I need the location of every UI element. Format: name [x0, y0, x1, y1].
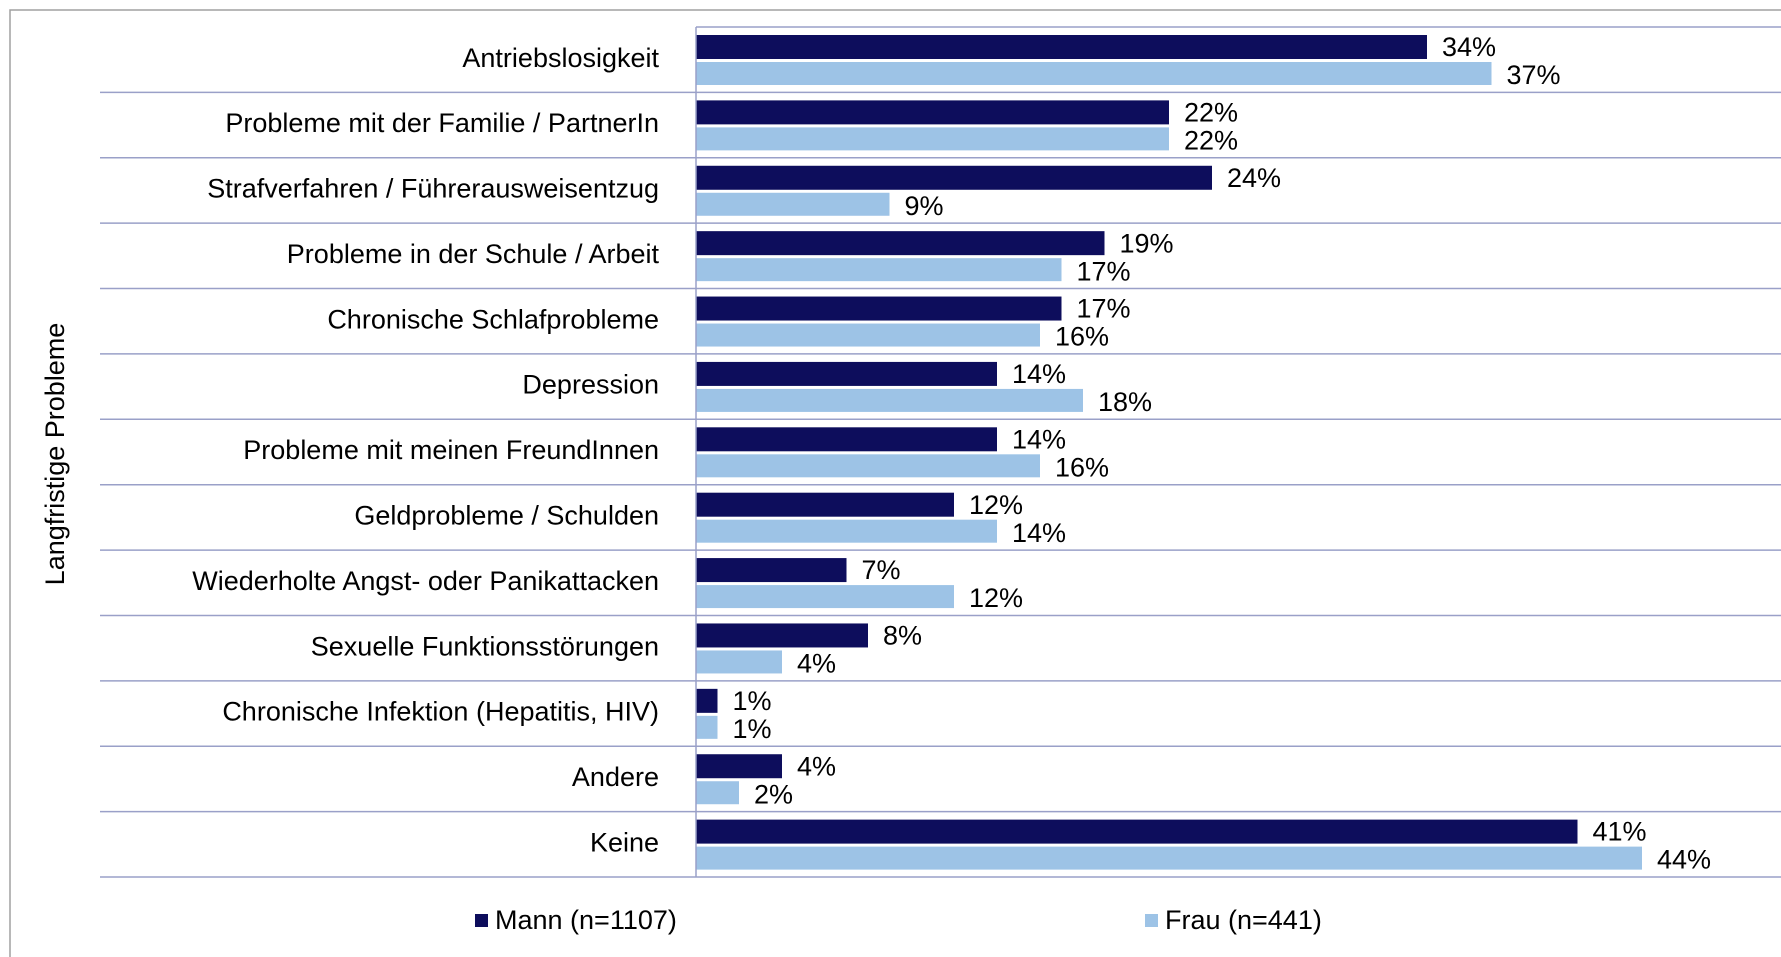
bar	[696, 361, 997, 386]
data-label: 18%	[1098, 387, 1152, 417]
bar	[696, 427, 997, 452]
category-label: Antriebslosigkeit	[462, 43, 659, 73]
bar	[696, 323, 1040, 347]
category-label: Keine	[590, 827, 659, 857]
bar	[696, 819, 1578, 844]
bar	[696, 846, 1642, 870]
chart-border	[9, 9, 1781, 957]
data-label: 17%	[1077, 256, 1131, 286]
bar	[696, 519, 997, 543]
bar	[696, 558, 847, 583]
category-label: Wiederholte Angst- oder Panikattacken	[192, 566, 659, 596]
bar	[696, 492, 954, 517]
category-label: Geldprobleme / Schulden	[354, 501, 659, 531]
bar	[696, 165, 1212, 190]
data-label: 22%	[1184, 126, 1238, 156]
bar	[696, 388, 1083, 412]
bar	[696, 62, 1492, 85]
data-label: 9%	[905, 191, 944, 221]
bar	[696, 296, 1062, 321]
data-label: 37%	[1507, 60, 1561, 90]
data-label: 14%	[1012, 424, 1066, 454]
legend-label: Frau (n=441)	[1165, 905, 1322, 935]
data-label: 34%	[1442, 32, 1496, 62]
bar	[696, 192, 890, 216]
data-label: 16%	[1055, 452, 1109, 482]
category-label: Chronische Infektion (Hepatitis, HIV)	[222, 697, 659, 727]
bar	[696, 127, 1169, 151]
bar	[696, 781, 739, 805]
legend-swatch	[1145, 914, 1158, 927]
bar	[696, 258, 1062, 282]
data-label: 41%	[1593, 817, 1647, 847]
bar	[696, 688, 718, 713]
legend-label: Mann (n=1107)	[495, 905, 677, 935]
data-label: 12%	[969, 583, 1023, 613]
category-label: Probleme mit meinen FreundInnen	[243, 435, 659, 465]
data-label: 24%	[1227, 163, 1281, 193]
category-label: Probleme mit der Familie / PartnerIn	[225, 108, 659, 138]
bar	[696, 715, 718, 739]
data-label: 2%	[754, 779, 793, 809]
bar	[696, 100, 1169, 125]
data-label: 1%	[733, 686, 772, 716]
bar	[696, 623, 868, 648]
bar	[696, 585, 954, 609]
data-label: 17%	[1077, 294, 1131, 324]
data-label: 16%	[1055, 322, 1109, 352]
data-label: 1%	[733, 714, 772, 744]
data-label: 14%	[1012, 518, 1066, 548]
legend-swatch	[475, 914, 488, 927]
y-axis-label: Langfristige Probleme	[40, 323, 70, 586]
category-label: Andere	[572, 762, 659, 792]
category-label: Depression	[522, 370, 659, 400]
category-label: Probleme in der Schule / Arbeit	[287, 239, 660, 269]
bar	[696, 35, 1427, 59]
data-label: 4%	[797, 649, 836, 679]
data-label: 19%	[1120, 228, 1174, 258]
data-label: 12%	[969, 490, 1023, 520]
data-label: 4%	[797, 751, 836, 781]
bar	[696, 650, 782, 674]
category-label: Strafverfahren / Führerausweisentzug	[207, 174, 659, 204]
data-label: 44%	[1657, 845, 1711, 875]
bar	[696, 231, 1105, 256]
data-label: 8%	[883, 621, 922, 651]
category-label: Sexuelle Funktionsstörungen	[311, 631, 659, 661]
bar	[696, 454, 1040, 478]
data-label: 14%	[1012, 359, 1066, 389]
data-label: 22%	[1184, 98, 1238, 128]
bar	[696, 754, 782, 779]
data-label: 7%	[862, 555, 901, 585]
category-label: Chronische Schlafprobleme	[327, 304, 659, 334]
